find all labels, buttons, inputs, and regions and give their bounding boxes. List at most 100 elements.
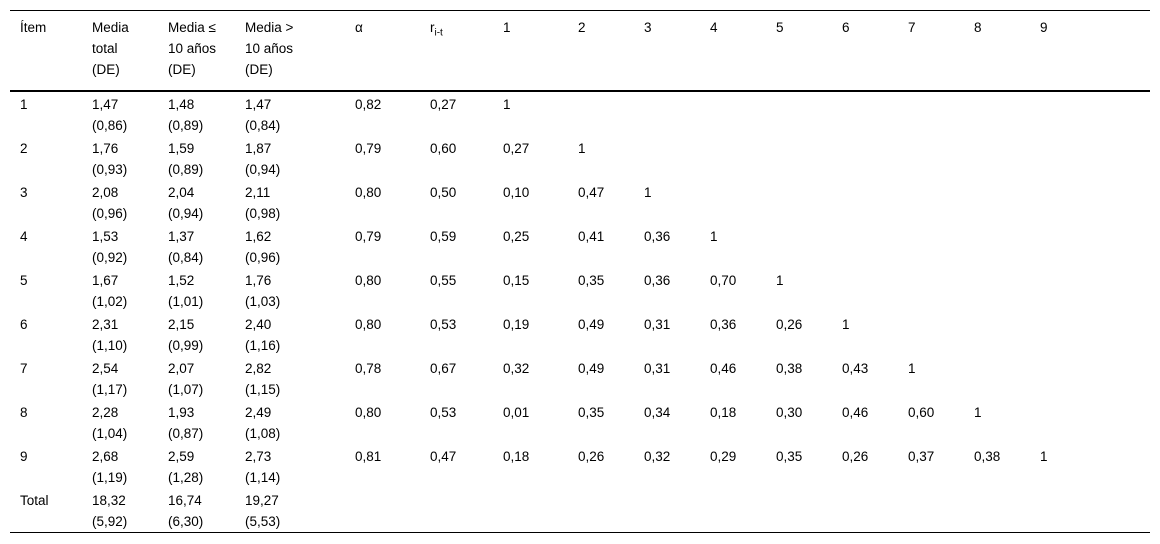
cell-item: 5: [20, 273, 28, 288]
cell-corr-9: [1030, 400, 1150, 444]
cell-corr-6: 0,46: [842, 405, 869, 420]
cell-corr-9: [1030, 312, 1150, 356]
cell-rit: 0,67: [430, 361, 457, 376]
cell-line: 2,15: [168, 317, 195, 332]
header-cell-corr-5: 5: [766, 10, 832, 92]
cell-corr-5: 0,38: [776, 361, 803, 376]
cell-media-total: 1,67 (1,02): [82, 268, 158, 312]
table-row-total: Total 18,32 (5,92) 16,74 (6,30) 19,27 (5,53): [10, 488, 1150, 533]
cell-media-le-10: 2,07 (1,07): [158, 356, 235, 400]
cell-line: (1,10): [92, 338, 128, 353]
cell-line: 1,67: [92, 273, 119, 288]
cell-corr-9: [1030, 91, 1150, 136]
table-row: 7 2,54 (1,17) 2,07 (1,07) 2,82 (1,15) 0,78 0,67 0…: [10, 356, 1150, 400]
cell-alpha: 0,80: [355, 273, 382, 288]
cell-line: 1,62: [245, 229, 272, 244]
table-row: 5 1,67 (1,02) 1,52 (1,01) 1,76 (1,03) 0,80 0,55 0…: [10, 268, 1150, 312]
header-cell-media-gt-10: Media > 10 años (DE): [235, 10, 345, 92]
table-row: 3 2,08 (0,96) 2,04 (0,94) 2,11 (0,98) 0,80 0,50 0…: [10, 180, 1150, 224]
cell-corr-9: [1030, 488, 1150, 533]
cell-line: 1,37: [168, 229, 195, 244]
cell-corr-3: 0,34: [644, 405, 671, 420]
cell-media-le-10: 1,48 (0,89): [158, 91, 235, 136]
cell-corr-4: 0,46: [710, 361, 737, 376]
cell-corr-9: [1030, 224, 1150, 268]
cell-corr-7: [898, 268, 964, 312]
header-cell-media-total: Media total (DE): [82, 10, 158, 92]
cell-corr-4: 0,70: [710, 273, 737, 288]
cell-corr-1: 0,01: [503, 405, 530, 420]
cell-media-gt-10: 2,82 (1,15): [235, 356, 345, 400]
cell-media-total: 18,32 (5,92): [82, 488, 158, 533]
cell-line: 2,31: [92, 317, 119, 332]
cell-line: (5,53): [245, 514, 281, 529]
rit-subscript: i-t: [434, 27, 443, 39]
cell-corr-3: 0,32: [644, 449, 671, 464]
cell-rit: 0,53: [430, 405, 457, 420]
cell-line: (0,99): [168, 338, 204, 353]
cell-media-gt-10: 1,47 (0,84): [235, 91, 345, 136]
cell-corr-3: 0,31: [644, 317, 671, 332]
cell-media-le-10: 1,52 (1,01): [158, 268, 235, 312]
cell-line: (1,15): [245, 382, 281, 397]
cell-alpha: 0,79: [355, 229, 382, 244]
cell-line: 18,32: [92, 493, 126, 508]
cell-line: (0,96): [92, 206, 128, 221]
cell-alpha: 0,80: [355, 317, 382, 332]
cell-corr-8: [964, 312, 1030, 356]
cell-corr-7: [898, 488, 964, 533]
cell-item: 4: [20, 229, 28, 244]
cell-corr-2: 0,26: [578, 449, 605, 464]
cell-media-le-10: 1,59 (0,89): [158, 136, 235, 180]
table-body: 1 1,47 (0,86) 1,48 (0,89) 1,47 (0,84) 0,82 0,27 1…: [10, 91, 1150, 533]
cell-corr-8: 0,38: [974, 449, 1001, 464]
cell-corr-8: [964, 488, 1030, 533]
cell-corr-6: [832, 268, 898, 312]
cell-corr-1: 0,32: [503, 361, 530, 376]
cell-corr-5: 0,30: [776, 405, 803, 420]
cell-alpha: 0,80: [355, 185, 382, 200]
cell-corr-2: 0,35: [578, 273, 605, 288]
cell-corr-1: 0,27: [503, 141, 530, 156]
cell-media-le-10: 2,04 (0,94): [158, 180, 235, 224]
cell-line: (0,84): [168, 250, 204, 265]
header-cell-item: Ítem: [10, 10, 82, 92]
cell-line: 2,59: [168, 449, 195, 464]
table-row: 9 2,68 (1,19) 2,59 (1,28) 2,73 (1,14) 0,81 0,47 0…: [10, 444, 1150, 488]
cell-media-gt-10: 2,11 (0,98): [235, 180, 345, 224]
cell-media-total: 2,08 (0,96): [82, 180, 158, 224]
cell-line: 16,74: [168, 493, 202, 508]
cell-media-le-10: 2,15 (0,99): [158, 312, 235, 356]
cell-item: 9: [20, 449, 28, 464]
cell-rit: 0,50: [430, 185, 457, 200]
cell-corr-1: 0,15: [503, 273, 530, 288]
cell-corr-9: [1030, 356, 1150, 400]
cell-media-le-10: 1,93 (0,87): [158, 400, 235, 444]
cell-alpha: [345, 488, 420, 533]
cell-alpha: 0,80: [355, 405, 382, 420]
cell-line: (DE): [92, 62, 120, 77]
cell-corr-3: [634, 136, 700, 180]
cell-line: (1,01): [168, 294, 204, 309]
cell-line: 2,40: [245, 317, 272, 332]
cell-rit: 0,55: [430, 273, 457, 288]
cell-media-gt-10: 2,73 (1,14): [235, 444, 345, 488]
cell-corr-7: [898, 180, 964, 224]
header-cell-corr-4: 4: [700, 10, 766, 92]
cell-media-total: 2,28 (1,04): [82, 400, 158, 444]
table-header-row: Ítem Media total (DE) Media ≤10 años (DE) Medi…: [10, 10, 1150, 92]
cell-corr-2: 0,35: [578, 405, 605, 420]
cell-corr-7: [898, 224, 964, 268]
cell-corr-8: [964, 136, 1030, 180]
cell-line: 1,53: [92, 229, 119, 244]
header-cell-corr-9: 9: [1030, 10, 1150, 92]
cell-line: 1,87: [245, 141, 272, 156]
item-statistics-table: Ítem Media total (DE) Media ≤10 años (DE) Medi…: [10, 10, 1150, 533]
cell-media-total: 2,68 (1,19): [82, 444, 158, 488]
cell-corr-7: 0,37: [908, 449, 935, 464]
cell-line: (0,89): [168, 162, 204, 177]
cell-line: (0,98): [245, 206, 281, 221]
header-cell-corr-7: 7: [898, 10, 964, 92]
cell-corr-3: 0,36: [644, 273, 671, 288]
